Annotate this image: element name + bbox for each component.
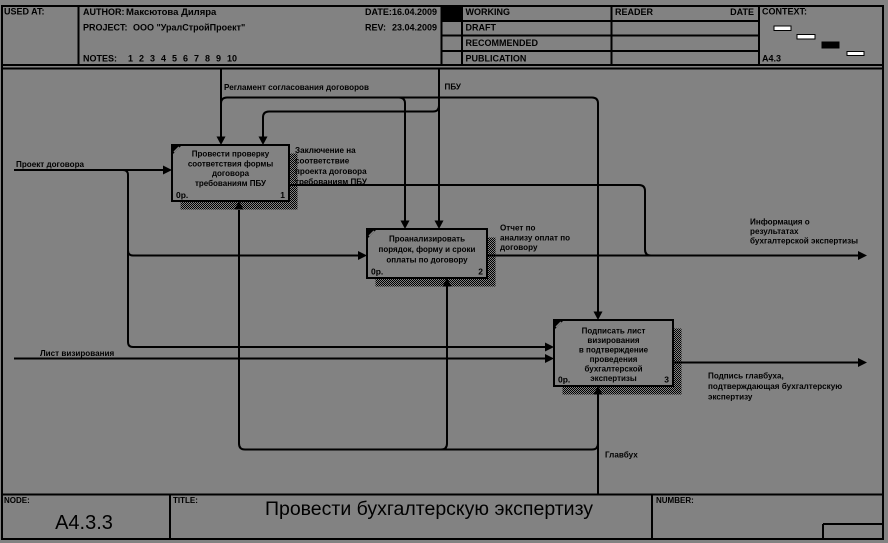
svg-text:договора: договора (212, 169, 250, 178)
svg-text:проведения: проведения (590, 355, 638, 364)
svg-text:A4.3: A4.3 (762, 54, 781, 64)
svg-text:договору: договору (500, 243, 538, 252)
svg-text:экспертизу: экспертизу (708, 393, 753, 402)
svg-text:23.04.2009: 23.04.2009 (392, 23, 437, 33)
svg-text:NODE:: NODE: (4, 496, 30, 505)
svg-text:Информация о: Информация о (750, 218, 810, 227)
svg-text:DRAFT: DRAFT (466, 23, 497, 33)
svg-text:соответствие: соответствие (295, 157, 350, 166)
svg-text:в подтверждение: в подтверждение (579, 346, 649, 355)
svg-text:бухгалтерской экспертизы: бухгалтерской экспертизы (750, 237, 858, 246)
svg-text:3: 3 (664, 375, 669, 385)
svg-text:анализу оплат по: анализу оплат по (500, 233, 570, 242)
svg-text:AUTHOR:: AUTHOR: (83, 7, 125, 17)
svg-text:USED AT:: USED AT: (4, 7, 45, 17)
svg-text:REV:: REV: (365, 23, 386, 33)
svg-text:WORKING: WORKING (466, 7, 511, 17)
svg-text:подтверждающая бухгалтерскую: подтверждающая бухгалтерскую (708, 382, 842, 391)
svg-text:проекта договора: проекта договора (295, 167, 367, 176)
svg-text:Проанализировать: Проанализировать (389, 235, 465, 244)
svg-text:порядок, форму и сроки: порядок, форму и сроки (379, 245, 476, 254)
svg-text:соответствия формы: соответствия формы (188, 159, 273, 168)
svg-text:экспертизы: экспертизы (590, 374, 637, 383)
svg-text:ПБУ: ПБУ (445, 83, 462, 92)
svg-text:Максютова Диляра: Максютова Диляра (126, 7, 217, 18)
svg-text:Заключение на: Заключение на (295, 146, 356, 155)
svg-text:визирования: визирования (587, 336, 640, 345)
svg-text:DATE:: DATE: (365, 7, 392, 17)
svg-text:NUMBER:: NUMBER: (656, 496, 694, 505)
svg-text:ООО "УралСтройПроект": ООО "УралСтройПроект" (133, 23, 245, 33)
svg-text:Отчет по: Отчет по (500, 224, 535, 233)
svg-text:Главбух: Главбух (605, 451, 638, 460)
svg-text:требованиям ПБУ: требованиям ПБУ (295, 178, 368, 187)
svg-text:TITLE:: TITLE: (173, 496, 198, 505)
svg-text:Лист визирования: Лист визирования (40, 349, 114, 358)
svg-text:PUBLICATION: PUBLICATION (466, 54, 527, 64)
svg-text:READER: READER (615, 7, 654, 17)
svg-text:1: 1 (280, 190, 285, 200)
svg-text:бухгалтерской: бухгалтерской (584, 365, 642, 374)
svg-text:0р.: 0р. (176, 190, 188, 200)
svg-text:Провести бухгалтерскую эксперт: Провести бухгалтерскую экспертизу (265, 498, 593, 520)
svg-text:Регламент согласования договор: Регламент согласования договоров (224, 83, 369, 92)
svg-text:CONTEXT:: CONTEXT: (762, 7, 807, 17)
svg-text:результатах: результатах (750, 227, 799, 236)
svg-text:16.04.2009: 16.04.2009 (392, 7, 437, 17)
svg-text:Подпись главбуха,: Подпись главбуха, (708, 372, 784, 381)
svg-text:0р.: 0р. (558, 375, 570, 385)
svg-text:требованиям ПБУ: требованиям ПБУ (195, 179, 267, 188)
svg-text:NOTES:: NOTES: (83, 54, 117, 64)
svg-text:DATE: DATE (730, 7, 754, 17)
svg-text:RECOMMENDED: RECOMMENDED (466, 38, 539, 48)
svg-text:оплаты по договору: оплаты по договору (386, 256, 468, 265)
svg-text:Проект договора: Проект договора (16, 160, 85, 169)
svg-text:Подписать лист: Подписать лист (582, 327, 646, 336)
svg-text:0р.: 0р. (371, 267, 383, 277)
svg-text:2: 2 (478, 267, 483, 277)
svg-text:А4.3.3: А4.3.3 (55, 512, 113, 534)
svg-text:Провести проверку: Провести проверку (192, 150, 270, 159)
svg-text:PROJECT:: PROJECT: (83, 23, 128, 33)
